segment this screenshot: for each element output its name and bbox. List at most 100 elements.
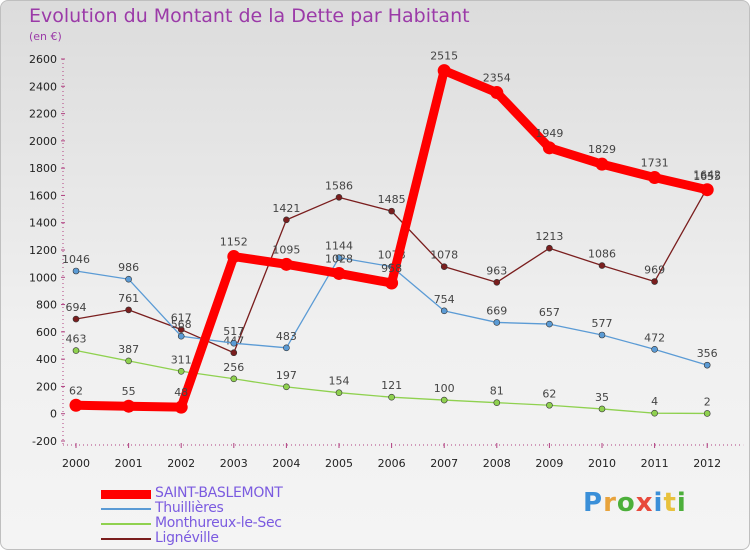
data-point: [440, 263, 448, 270]
y-tick-label: 1800: [29, 162, 57, 175]
data-point: [69, 398, 83, 412]
data-label: 256: [223, 361, 244, 374]
chart-title: Evolution du Montant de la Dette par Hab…: [29, 5, 470, 27]
data-label: 55: [122, 385, 136, 398]
data-point: [283, 344, 290, 352]
x-tick-label: 2005: [325, 457, 353, 470]
legend-label: Lignéville: [155, 530, 219, 546]
data-label: 1078: [430, 249, 458, 262]
y-tick-label: 1000: [29, 271, 57, 284]
data-label: 48: [174, 386, 188, 399]
legend-swatch: [101, 489, 151, 499]
y-tick-label: 2400: [29, 80, 57, 93]
data-point: [177, 332, 185, 340]
data-label: 1485: [378, 193, 406, 206]
data-point: [125, 275, 132, 283]
data-label: 754: [434, 293, 455, 306]
data-label: 472: [644, 331, 665, 344]
data-point: [174, 400, 188, 414]
data-point: [72, 267, 80, 275]
x-tick-label: 2006: [378, 457, 406, 470]
data-point: [437, 64, 451, 78]
data-point: [440, 307, 448, 315]
y-tick-label: 2000: [29, 135, 57, 148]
data-label: 1086: [588, 248, 616, 261]
data-label: 197: [276, 369, 297, 382]
data-point: [546, 401, 553, 409]
data-label: 669: [486, 304, 507, 317]
brand-logo: Proxiti: [583, 488, 687, 518]
data-label: 100: [434, 382, 455, 395]
chart-subtitle: (en €): [29, 30, 62, 43]
data-point: [700, 183, 714, 197]
data-point: [385, 276, 399, 290]
data-label: 483: [276, 330, 297, 343]
legend-swatch: [101, 538, 151, 540]
data-point: [230, 339, 238, 347]
data-label: 577: [592, 317, 613, 330]
data-label: 1949: [535, 127, 563, 140]
data-label: 62: [69, 384, 83, 397]
data-label: 1586: [325, 179, 353, 192]
x-tick-label: 2004: [272, 457, 300, 470]
data-label: 2354: [483, 72, 511, 85]
y-tick-label: 1200: [29, 244, 57, 257]
data-point: [125, 306, 132, 314]
data-point: [651, 278, 658, 285]
data-label: 1152: [220, 236, 248, 249]
y-tick-label: 600: [36, 326, 57, 339]
data-point: [72, 315, 80, 323]
legend-label: Monthureux-le-Sec: [155, 515, 282, 531]
y-tick-label: 200: [36, 380, 57, 393]
data-point: [546, 320, 553, 328]
data-point: [230, 375, 238, 383]
data-point: [493, 319, 501, 326]
data-point: [598, 262, 606, 269]
x-tick-label: 2002: [167, 457, 195, 470]
legend-label: Thuillières: [155, 500, 224, 516]
data-point: [595, 157, 609, 171]
data-label: 62: [542, 387, 556, 400]
data-point: [283, 216, 290, 224]
x-tick-label: 2009: [535, 457, 563, 470]
data-point: [542, 141, 556, 155]
data-label: 1655: [693, 170, 721, 183]
data-label: 311: [171, 353, 192, 366]
x-tick-label: 2000: [62, 457, 90, 470]
data-label: 1046: [62, 253, 90, 266]
data-point: [703, 410, 711, 417]
data-label: 121: [381, 379, 402, 392]
data-point: [493, 399, 501, 406]
data-point: [283, 383, 290, 391]
data-point: [440, 396, 448, 404]
legend-swatch: [101, 523, 151, 525]
data-point: [546, 244, 553, 252]
data-label: 568: [171, 318, 192, 331]
data-point: [648, 171, 662, 185]
data-label: 694: [66, 301, 87, 314]
data-point: [388, 393, 395, 401]
data-point: [493, 279, 501, 286]
y-tick-label: 0: [50, 408, 57, 421]
x-tick-label: 2011: [641, 457, 669, 470]
y-tick-label: -200: [32, 435, 57, 448]
data-label: 657: [539, 306, 560, 319]
data-point: [651, 346, 658, 353]
data-label: 1731: [641, 157, 669, 170]
data-point: [279, 257, 293, 271]
x-tick-label: 2010: [588, 457, 616, 470]
data-label: 387: [118, 343, 139, 356]
data-point: [72, 347, 80, 354]
y-tick-label: 2600: [29, 53, 57, 66]
data-point: [598, 331, 606, 339]
data-label: 81: [490, 385, 504, 398]
data-label: 969: [644, 264, 665, 277]
data-point: [227, 250, 241, 264]
data-label: 1095: [272, 243, 300, 256]
y-tick-label: 2200: [29, 108, 57, 121]
x-tick-label: 2007: [430, 457, 458, 470]
data-point: [490, 86, 504, 100]
data-point: [230, 349, 238, 357]
data-label: 463: [66, 333, 87, 346]
